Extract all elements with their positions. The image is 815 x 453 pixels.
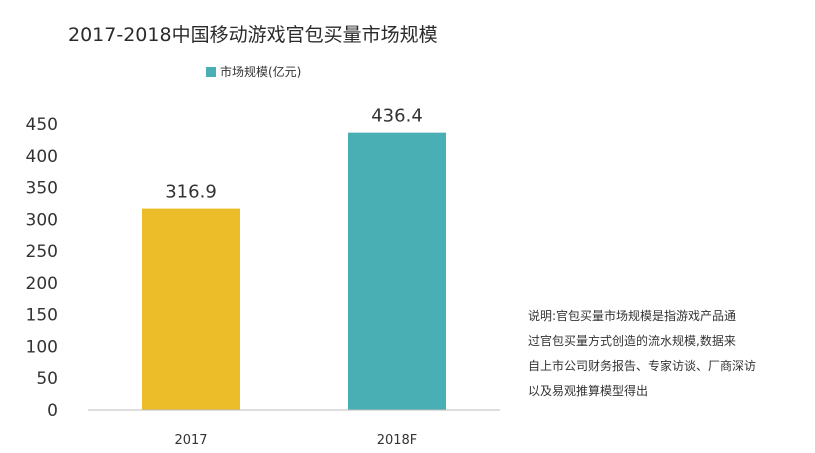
y-tick-label: 50 [36, 369, 58, 389]
note-line: 自上市公司财务报告、专家访谈、厂商深访 [528, 359, 757, 373]
y-tick-label: 300 [26, 210, 58, 230]
data-label: 316.9 [165, 182, 217, 203]
x-tick-label: 2018F [377, 433, 418, 448]
x-tick-label: 2017 [174, 433, 207, 448]
note-line: 以及易观推算模型得出 [528, 384, 649, 398]
note-text: 说明:官包买量市场规模是指游戏产品通 过官包买量方式创造的流水规模,数据来 自上… [528, 304, 778, 404]
y-tick-label: 0 [47, 401, 58, 421]
y-tick-label: 400 [26, 147, 58, 167]
legend: 市场规模(亿元) [206, 63, 301, 80]
bar [348, 132, 446, 410]
note-line: 过官包买量方式创造的流水规模,数据来 [528, 334, 736, 348]
y-tick-label: 200 [26, 274, 58, 294]
legend-swatch [206, 66, 216, 77]
y-tick-label: 250 [26, 242, 58, 262]
y-axis: 0 50 100 150 200 250 300 350 400 450 [26, 115, 58, 421]
bar [142, 208, 240, 410]
y-tick-label: 450 [26, 115, 58, 135]
x-axis: 2017 2018F [174, 433, 417, 448]
y-tick-label: 350 [26, 179, 58, 199]
data-labels: 316.9 436.4 [165, 106, 423, 203]
note-line: 说明:官包买量市场规模是指游戏产品通 [528, 309, 737, 323]
y-tick-label: 100 [26, 337, 58, 357]
chart-title: 2017-2018中国移动游戏官包买量市场规模 [68, 24, 438, 46]
legend-label: 市场规模(亿元) [220, 65, 302, 79]
bars [142, 132, 446, 410]
y-tick-label: 150 [26, 306, 58, 326]
data-label: 436.4 [371, 106, 423, 127]
